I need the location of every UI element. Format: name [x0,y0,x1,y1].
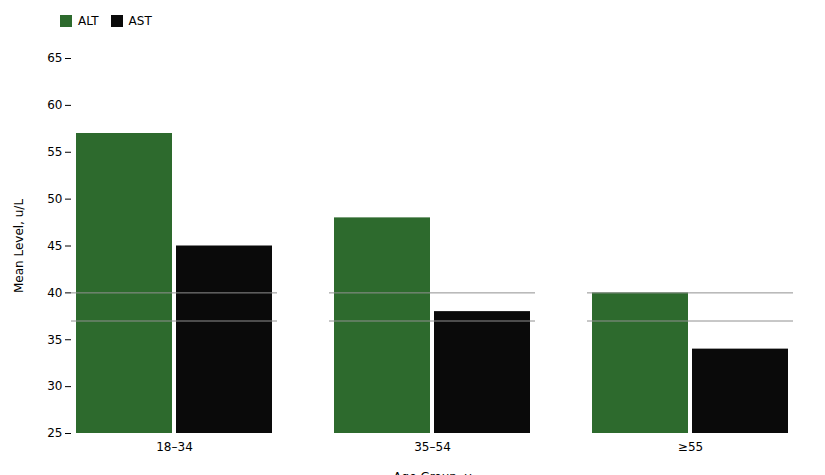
html-text:ALT: ALT [78,13,99,28]
svg-text:45: 45 [47,239,62,253]
svg-text:Age Group, y: Age Group, y [393,470,471,475]
svg-text:Mean Level, u/L: Mean Level, u/L [12,199,26,293]
svg-text:50: 50 [47,192,62,206]
svg-text:≥55: ≥55 [678,440,703,454]
svg-text:35: 35 [47,333,62,347]
svg-text:35–54: 35–54 [414,440,451,454]
svg-text:60: 60 [47,98,62,112]
svg-text:18–34: 18–34 [156,440,193,454]
svg-text:25: 25 [47,426,62,440]
svg-text:65: 65 [47,51,62,65]
html-text:AST: AST [128,13,152,28]
svg-text:40: 40 [47,286,62,300]
svg-text:55: 55 [47,145,62,159]
svg-text:30: 30 [47,379,62,393]
